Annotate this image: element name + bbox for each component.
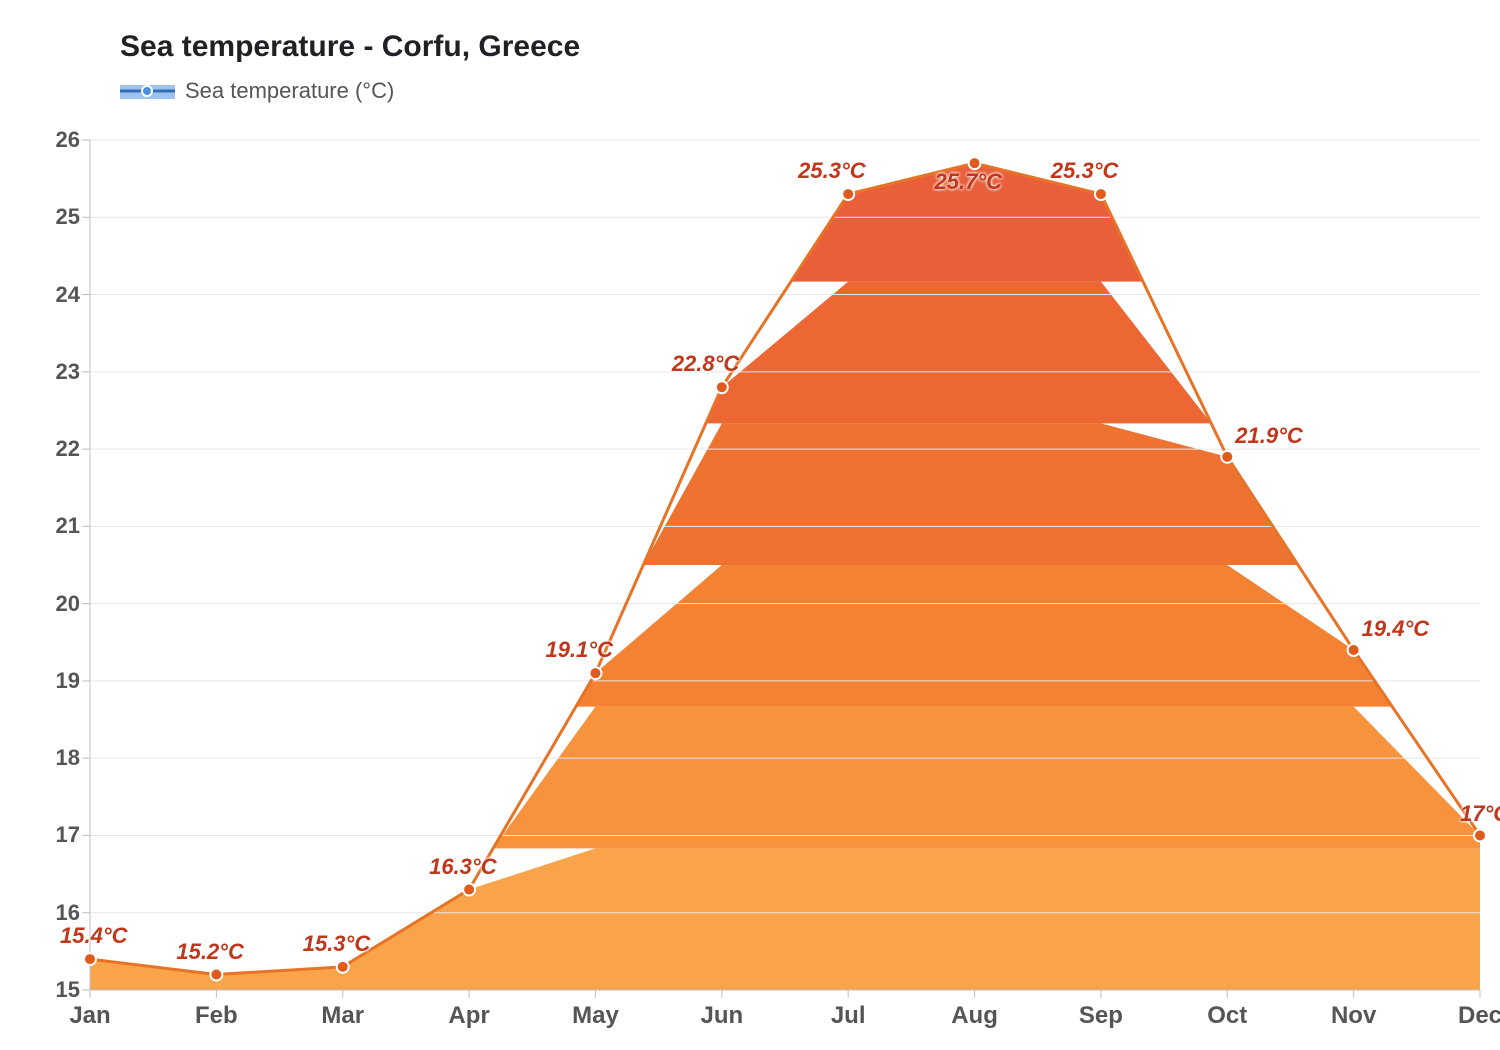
data-point[interactable] — [463, 884, 475, 896]
y-tick-label: 17 — [20, 822, 80, 848]
data-point[interactable] — [1348, 644, 1360, 656]
data-label: 25.3°C — [798, 158, 866, 184]
data-point[interactable] — [716, 381, 728, 393]
data-point[interactable] — [1221, 451, 1233, 463]
y-tick-label: 15 — [20, 977, 80, 1003]
y-tick-label: 22 — [20, 436, 80, 462]
y-tick-label: 19 — [20, 668, 80, 694]
data-point[interactable] — [969, 157, 981, 169]
data-label: 15.2°C — [176, 939, 244, 965]
data-label: 15.3°C — [303, 931, 371, 957]
x-tick-label: Sep — [1071, 1002, 1131, 1030]
data-label: 21.9°C — [1235, 423, 1303, 449]
y-tick-label: 26 — [20, 127, 80, 153]
data-point[interactable] — [842, 188, 854, 200]
y-tick-label: 24 — [20, 282, 80, 308]
data-point[interactable] — [210, 969, 222, 981]
data-label: 19.4°C — [1362, 616, 1430, 642]
y-tick-label: 16 — [20, 900, 80, 926]
data-label: 25.3°C — [1051, 158, 1119, 184]
x-tick-label: Feb — [186, 1002, 246, 1030]
data-point[interactable] — [1474, 829, 1486, 841]
x-tick-label: Jun — [692, 1002, 752, 1030]
data-label: 15.4°C — [60, 923, 128, 949]
data-point[interactable] — [84, 953, 96, 965]
data-point[interactable] — [337, 961, 349, 973]
data-label: 16.3°C — [429, 854, 497, 880]
x-tick-label: Nov — [1324, 1002, 1384, 1030]
x-tick-label: Mar — [313, 1002, 373, 1030]
x-tick-label: Jul — [818, 1002, 878, 1030]
y-tick-label: 21 — [20, 513, 80, 539]
legend-label: Sea temperature (°C) — [185, 78, 394, 104]
legend: Sea temperature (°C) — [120, 78, 394, 104]
data-point[interactable] — [1095, 188, 1107, 200]
y-tick-label: 25 — [20, 204, 80, 230]
x-tick-label: Dec — [1450, 1002, 1500, 1030]
value-bands — [90, 163, 1480, 990]
y-tick-label: 23 — [20, 359, 80, 385]
y-tick-label: 20 — [20, 591, 80, 617]
y-tick-label: 18 — [20, 745, 80, 771]
sea-temperature-chart: Sea temperature - Corfu, Greece Sea temp… — [0, 0, 1500, 1050]
legend-swatch — [120, 80, 175, 102]
data-label: 25.7°C — [935, 169, 1003, 195]
chart-svg — [0, 0, 1500, 1050]
data-point[interactable] — [589, 667, 601, 679]
x-tick-label: Jan — [60, 1002, 120, 1030]
x-tick-label: May — [565, 1002, 625, 1030]
x-tick-label: Oct — [1197, 1002, 1257, 1030]
chart-title: Sea temperature - Corfu, Greece — [120, 30, 580, 64]
data-label: 19.1°C — [545, 637, 613, 663]
data-label: 22.8°C — [672, 351, 740, 377]
x-tick-label: Aug — [945, 1002, 1005, 1030]
data-label: 17°C — [1460, 801, 1500, 827]
x-tick-label: Apr — [439, 1002, 499, 1030]
